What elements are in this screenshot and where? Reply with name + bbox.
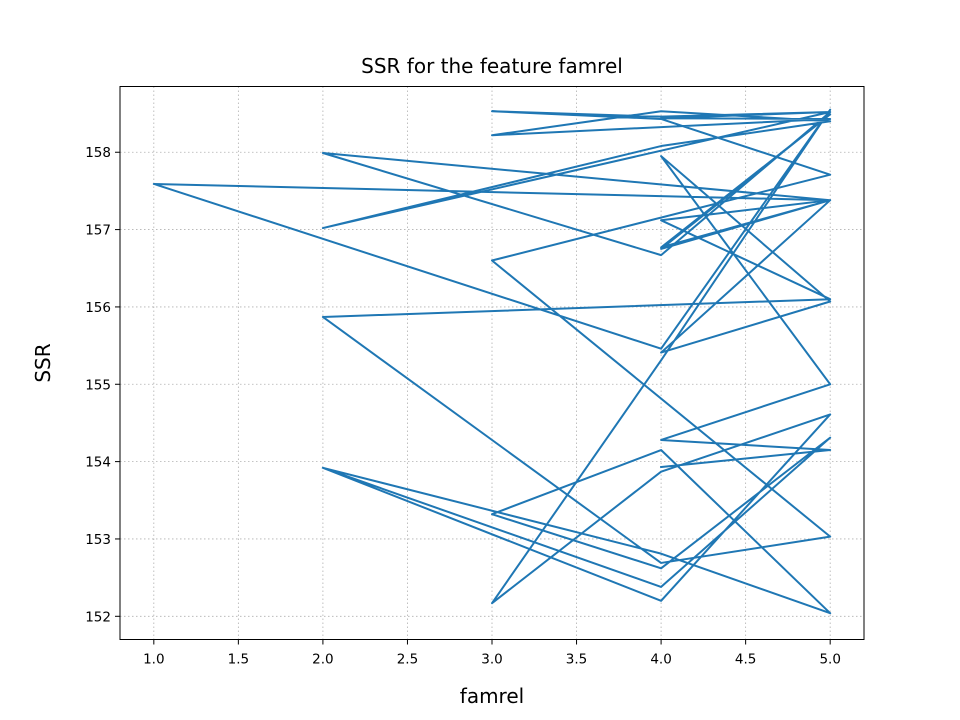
data-point — [830, 114, 831, 115]
data-point — [830, 111, 831, 112]
x-tick-label: 2.0 — [312, 652, 333, 668]
data-point — [491, 260, 492, 261]
chart-title: SSR for the feature famrel — [361, 54, 623, 78]
data-point — [830, 200, 831, 201]
x-tick-label: 2.5 — [397, 652, 418, 668]
data-point — [830, 121, 831, 122]
data-point — [660, 116, 661, 117]
y-axis-title: SSR — [31, 343, 55, 382]
y-tick-label: 155 — [85, 377, 111, 393]
data-point — [660, 255, 661, 256]
data-point — [660, 118, 661, 119]
y-tick-label: 158 — [85, 145, 111, 161]
data-point — [830, 109, 831, 110]
data-point — [830, 536, 831, 537]
x-tick-label: 1.5 — [228, 652, 249, 668]
data-point — [830, 613, 831, 614]
data-point — [830, 299, 831, 300]
y-tick-label: 153 — [85, 532, 111, 548]
y-axis: 152 153 154 155 156 157 158 — [85, 145, 120, 625]
series-layer — [152, 108, 832, 615]
data-point — [153, 183, 154, 184]
x-tick-label: 3.5 — [566, 652, 587, 668]
data-point — [322, 467, 323, 468]
y-tick-label: 154 — [85, 455, 111, 471]
grid — [120, 86, 864, 640]
data-point — [660, 352, 661, 353]
x-tick-label: 5.0 — [819, 652, 840, 668]
x-tick-label: 4.5 — [735, 652, 756, 668]
data-point — [491, 111, 492, 112]
y-tick-label: 152 — [85, 609, 111, 625]
data-point — [830, 174, 831, 175]
data-point — [660, 600, 661, 601]
data-point — [660, 247, 661, 248]
data-point — [322, 227, 323, 228]
data-point — [660, 145, 661, 146]
data-point — [660, 449, 661, 450]
data-point — [830, 118, 831, 119]
data-point — [830, 437, 831, 438]
data-point — [491, 514, 492, 515]
x-axis: 1.0 1.5 2.0 2.5 3.0 3.5 4.0 4.5 5.0 — [143, 639, 841, 668]
data-point — [660, 156, 661, 157]
data-point — [660, 553, 661, 554]
data-point — [660, 248, 661, 249]
data-point — [660, 586, 661, 587]
data-point — [660, 111, 661, 112]
data-point — [491, 135, 492, 136]
data-point — [660, 439, 661, 440]
x-tick-label: 3.0 — [481, 652, 502, 668]
data-point — [830, 414, 831, 415]
y-tick-label: 156 — [85, 300, 111, 316]
x-axis-title: famrel — [460, 684, 524, 708]
data-point — [830, 384, 831, 385]
y-tick-label: 157 — [85, 223, 111, 239]
data-point — [830, 301, 831, 302]
data-point — [660, 220, 661, 221]
data-point — [830, 449, 831, 450]
series-line — [152, 108, 832, 615]
data-point — [322, 316, 323, 317]
data-point — [660, 562, 661, 563]
data-point — [660, 568, 661, 569]
x-tick-label: 1.0 — [143, 652, 164, 668]
data-point — [660, 471, 661, 472]
data-point — [491, 603, 492, 604]
data-point — [660, 360, 661, 361]
data-point — [322, 152, 323, 153]
data-point — [660, 466, 661, 467]
x-tick-label: 4.0 — [650, 652, 671, 668]
data-point — [660, 348, 661, 349]
